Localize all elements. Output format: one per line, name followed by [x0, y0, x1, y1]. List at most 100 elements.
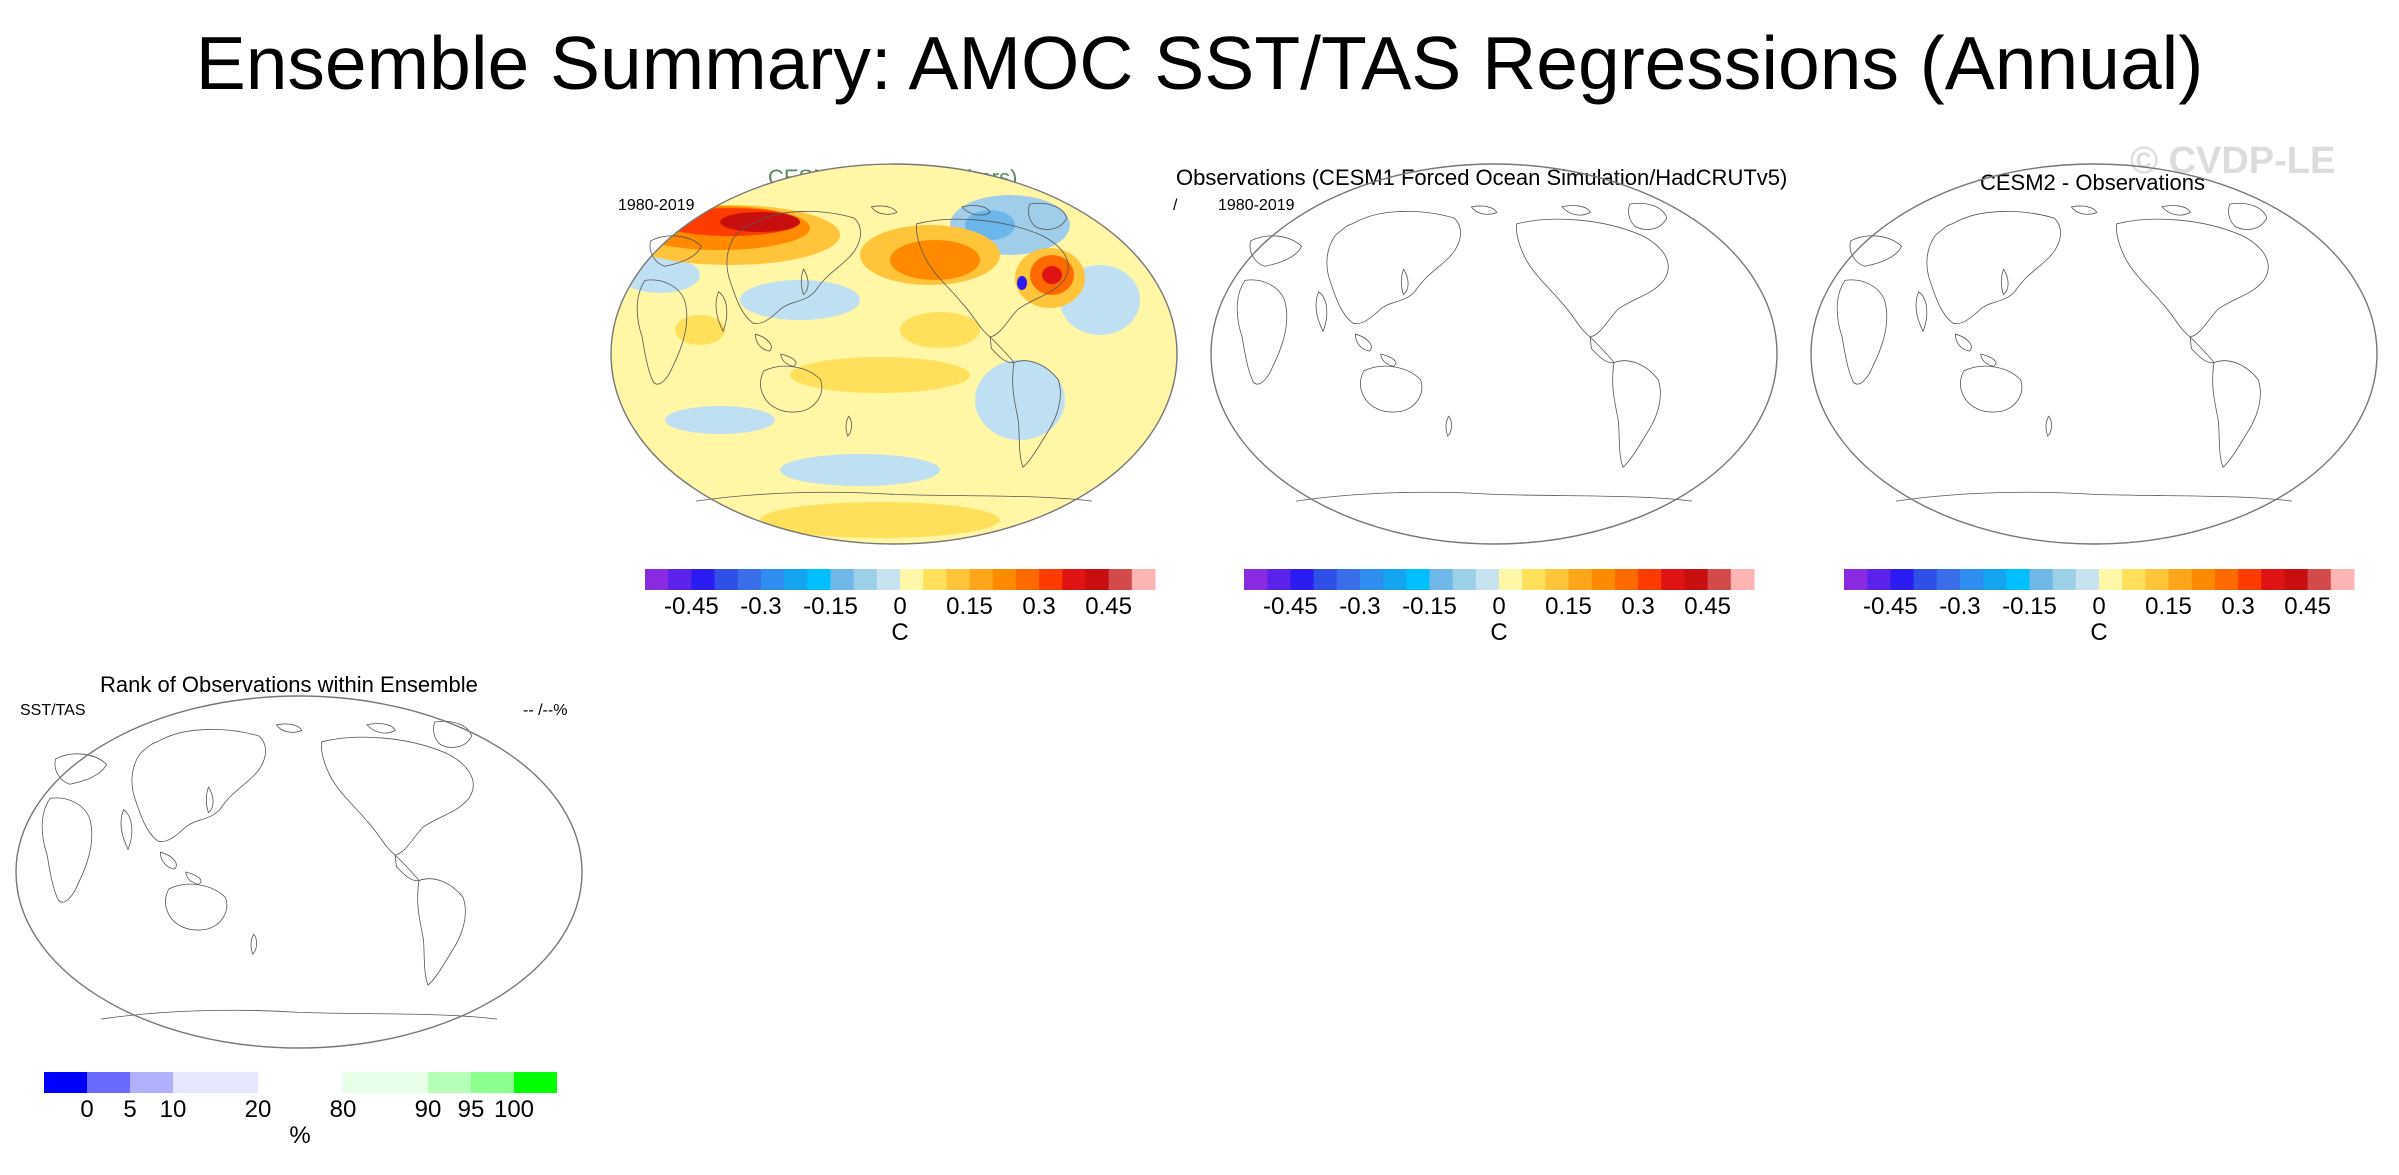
- model-colorbar-swatch: [691, 569, 716, 590]
- diff-colorbar: [1844, 569, 2355, 590]
- model-colorbar-tick: -0.15: [803, 593, 858, 620]
- model-colorbar-tick: 0.45: [1085, 593, 1132, 620]
- rank-percent-label: -- /--%: [523, 702, 568, 719]
- diff-colorbar-swatch: [2075, 569, 2100, 590]
- rank-colorbar-swatch: [343, 1072, 428, 1093]
- model-colorbar-swatch: [946, 569, 971, 590]
- diff-colorbar-swatch: [2191, 569, 2216, 590]
- obs-colorbar-swatch: [1359, 569, 1384, 590]
- diff-colorbar-tick: 0.3: [2221, 593, 2255, 620]
- obs-colorbar-swatch: [1522, 569, 1546, 590]
- rank-colorbar-swatch: [130, 1072, 173, 1093]
- obs-colorbar-tick: -0.3: [1339, 593, 1381, 620]
- diff-colorbar-unit: C: [2090, 619, 2108, 646]
- diff-colorbar-swatch: [2261, 569, 2285, 590]
- obs-colorbar-swatch: [1290, 569, 1315, 590]
- model-colorbar-unit: C: [891, 619, 909, 646]
- diff-panel-title: CESM2 - Observations: [1980, 170, 2205, 195]
- diff-colorbar-tick: -0.45: [1863, 593, 1918, 620]
- obs-colorbar-swatch: [1406, 569, 1430, 590]
- obs-panel-title: Observations (CESM1 Forced Ocean Simulat…: [1176, 165, 1788, 190]
- diff-colorbar-tick: -0.3: [1939, 593, 1981, 620]
- diff-colorbar-swatch: [2307, 569, 2332, 590]
- model-colorbar-swatch: [900, 569, 924, 590]
- diff-colorbar-tick: 0.15: [2145, 593, 2192, 620]
- rank-colorbar-tick: 100: [493, 1096, 535, 1123]
- rank-colorbar-unit: %: [289, 1122, 311, 1149]
- model-colorbar-swatch: [853, 569, 878, 590]
- model-colorbar-swatch: [923, 569, 947, 590]
- obs-colorbar-tick: 0.45: [1684, 593, 1731, 620]
- obs-colorbar-swatch: [1614, 569, 1639, 590]
- diff-colorbar-swatch: [2168, 569, 2193, 590]
- obs-colorbar-swatch: [1452, 569, 1477, 590]
- rank-colorbar-swatch: [258, 1072, 343, 1093]
- model-colorbar-swatch: [830, 569, 855, 590]
- rank-colorbar-tick: 90: [414, 1096, 442, 1123]
- model-colorbar-swatch: [807, 569, 831, 590]
- obs-colorbar-swatch: [1638, 569, 1662, 590]
- diff-colorbar-swatch: [2145, 569, 2170, 590]
- diff-colorbar-swatch: [2099, 569, 2123, 590]
- model-colorbar-swatch: [1062, 569, 1086, 590]
- obs-colorbar: [1244, 569, 1755, 590]
- model-colorbar-swatch: [1108, 569, 1133, 590]
- model-colorbar-swatch: [1085, 569, 1110, 590]
- model-colorbar-swatch: [1015, 569, 1040, 590]
- obs-colorbar-swatch: [1267, 569, 1291, 590]
- diff-colorbar-swatch: [1867, 569, 1891, 590]
- diff-colorbar-swatch: [2238, 569, 2262, 590]
- obs-colorbar-swatch: [1730, 569, 1755, 590]
- obs-colorbar-swatch: [1684, 569, 1709, 590]
- model-period: 1980-2019: [618, 197, 695, 214]
- page-title: Ensemble Summary: AMOC SST/TAS Regressio…: [195, 21, 2204, 105]
- diff-colorbar-swatch: [1844, 569, 1868, 590]
- diff-colorbar-tick: -0.15: [2002, 593, 2057, 620]
- rank-colorbar-tick: 80: [329, 1096, 357, 1123]
- diff-colorbar-swatch: [2122, 569, 2146, 590]
- diff-colorbar-swatch: [2052, 569, 2077, 590]
- rank-colorbar-swatch: [428, 1072, 471, 1093]
- rank-colorbar-tick: 0: [80, 1096, 94, 1123]
- diff-colorbar-swatch: [1890, 569, 1915, 590]
- obs-colorbar-swatch: [1383, 569, 1407, 590]
- diff-colorbar-tick: 0: [2092, 593, 2106, 620]
- rank-colorbar-swatch: [471, 1072, 514, 1093]
- obs-colorbar-swatch: [1707, 569, 1732, 590]
- diff-colorbar-swatch: [2029, 569, 2054, 590]
- model-map: [610, 163, 1178, 545]
- rank-colorbar-swatch: [173, 1072, 258, 1093]
- obs-colorbar-unit: C: [1490, 619, 1508, 646]
- rank-colorbar: [44, 1072, 557, 1093]
- diff-map: [1810, 163, 2378, 545]
- diff-colorbar-swatch: [2284, 569, 2309, 590]
- obs-colorbar-tick: 0: [1492, 593, 1506, 620]
- rank-colorbar-swatch: [44, 1072, 87, 1093]
- obs-colorbar-swatch: [1429, 569, 1454, 590]
- watermark: © CVDP-LE: [2130, 140, 2336, 182]
- model-colorbar-tick: -0.45: [664, 593, 719, 620]
- obs-colorbar-swatch: [1313, 569, 1338, 590]
- diff-colorbar-swatch: [2330, 569, 2355, 590]
- obs-map: [1210, 163, 1778, 545]
- diff-colorbar-swatch: [2214, 569, 2239, 590]
- obs-colorbar-tick: -0.15: [1402, 593, 1457, 620]
- model-colorbar-swatch: [668, 569, 692, 590]
- obs-colorbar-swatch: [1499, 569, 1523, 590]
- rank-panel-title: Rank of Observations within Ensemble: [100, 672, 478, 697]
- rank-colorbar-tick: 10: [159, 1096, 187, 1123]
- model-colorbar-tick: -0.3: [740, 593, 782, 620]
- obs-colorbar-swatch: [1661, 569, 1685, 590]
- model-colorbar-swatch: [1131, 569, 1156, 590]
- obs-slash: /: [1173, 197, 1178, 214]
- diff-colorbar-swatch: [1936, 569, 1961, 590]
- obs-colorbar-swatch: [1545, 569, 1570, 590]
- model-colorbar-swatch: [760, 569, 785, 590]
- rank-colorbar-tick: 95: [457, 1096, 485, 1123]
- rank-colorbar-swatch: [514, 1072, 557, 1093]
- obs-colorbar-swatch: [1336, 569, 1361, 590]
- obs-colorbar-swatch: [1591, 569, 1616, 590]
- obs-period: 1980-2019: [1218, 197, 1295, 214]
- diff-colorbar-swatch: [1913, 569, 1938, 590]
